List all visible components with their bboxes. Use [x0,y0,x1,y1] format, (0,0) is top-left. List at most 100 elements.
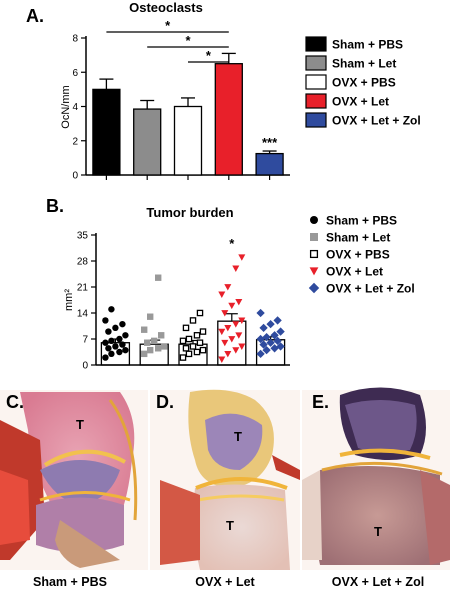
chart-b-point [276,342,285,351]
chart-a-legend-swatch [305,112,327,128]
chart-b-legend-label: OVX + Let + Zol [326,282,415,296]
chart-a-legend-swatch [305,93,327,109]
chart-b-point [108,350,115,358]
chart-b-point [179,337,187,345]
chart-b-point [105,328,112,335]
chart-b-legend-marker [310,233,318,241]
chart-a-bracket-star: * [206,48,212,63]
chart-b-point [141,350,148,358]
chart-b-ylabel: mm² [63,289,75,311]
histology-image-c [0,390,148,570]
chart-a-bar [133,108,162,176]
chart-b-point [122,346,129,354]
chart-a-legend-label: Sham + PBS [332,38,403,52]
chart-b-point [221,339,229,347]
chart-b-point [276,327,285,336]
histology-d-tumor-label-1: T [234,429,242,444]
chart-a-bar [255,152,284,176]
chart-b-legend-label: Sham + Let [326,231,390,245]
chart-a-y-tick-label: 8 [72,34,78,45]
chart-b-point [108,306,115,313]
chart-b-point [112,343,119,350]
chart-b-point [182,324,190,332]
chart-b-legend-label: Sham + PBS [326,214,397,228]
chart-b-point [224,324,232,332]
chart-a-legend-label: OVX + Let [332,95,389,109]
chart-b-point [218,328,226,336]
chart-b-point [116,348,123,356]
chart-a-significance-stars: *** [262,135,278,150]
chart-b-point [232,265,240,272]
histology-c-letter: C. [6,392,24,412]
panel-b-letter: B. [46,196,64,216]
chart-b-point [196,339,204,346]
chart-b-point [182,345,190,352]
panel-a-letter: A. [26,6,44,26]
chart-b-y-tick-label: 7 [82,335,88,346]
chart-b-point [232,321,240,328]
chart-b-point [196,309,204,317]
chart-a-legend-swatch [305,36,327,52]
chart-b-point [141,326,148,333]
chart-b-point [179,354,187,361]
chart-b-point [155,345,162,352]
chart-a-bracket-star: * [165,18,171,33]
chart-b-y-tick-label: 14 [77,309,89,320]
chart-b-point [238,317,246,324]
chart-b-y-tick-label: 28 [77,257,89,268]
chart-a-ylabel: OcN/mm [60,85,72,128]
chart-b-legend-marker [308,282,320,294]
chart-b-point [273,336,282,346]
chart-b-point [224,284,232,291]
chart-b-point [270,331,279,340]
chart-b-point [147,313,154,320]
chart-a-bar [214,63,243,176]
chart-b-point [116,335,123,343]
histology-c-caption: Sham + PBS [33,575,107,589]
chart-b: 0 7 14 21 28 35 * [77,231,290,372]
chart-a-bar [173,105,203,176]
chart-b-point [256,349,265,359]
chart-b-point [112,324,119,332]
chart-a-bracket-star: * [185,33,191,48]
histology-e-tumor-label: T [374,524,382,539]
histology-d-caption: OVX + Let [195,575,255,589]
chart-b-point [158,332,165,339]
chart-b-point [119,320,126,328]
chart-b-y-tick-label: 0 [82,361,88,372]
chart-b-point [108,337,115,345]
histology-d-tumor-label-2: T [226,518,234,533]
chart-b-point [102,317,109,324]
chart-b-point [232,347,240,354]
chart-a-bar [92,88,121,176]
chart-b-point [189,343,197,350]
chart-b-significance-star: * [229,236,235,251]
chart-b-point [228,336,236,343]
chart-b-legend: Sham + PBS Sham + Let OVX + PBS OVX + Let OV… [308,214,415,296]
chart-b-point [259,340,268,349]
chart-a-legend-swatch [305,74,327,90]
chart-a-legend-swatch [305,55,327,71]
histology-c-tumor-label: T [76,417,84,432]
chart-b-legend-label: OVX + Let [326,265,383,279]
chart-b-point [155,274,162,281]
chart-b-point [199,328,207,335]
chart-a-y-tick-label: 0 [72,171,78,182]
histology-image-e [302,387,450,570]
chart-a-legend-label: OVX + PBS [332,76,396,90]
chart-b-y-tick-label: 21 [77,283,89,294]
chart-b-point [193,348,201,356]
chart-b-point [199,346,207,354]
chart-b-point [122,332,129,339]
histology-e-caption: OVX + Let + Zol [332,575,424,589]
chart-b-point [262,332,271,342]
chart-b-point [235,332,243,339]
histology-e-letter: E. [312,392,329,412]
chart-b-point [266,338,275,347]
chart-b-point [102,354,109,361]
chart-a-y-tick-label: 2 [72,136,78,147]
chart-a-y-tick-label: 4 [72,102,78,113]
chart-b-point [235,298,243,306]
chart-b-point [102,339,109,346]
